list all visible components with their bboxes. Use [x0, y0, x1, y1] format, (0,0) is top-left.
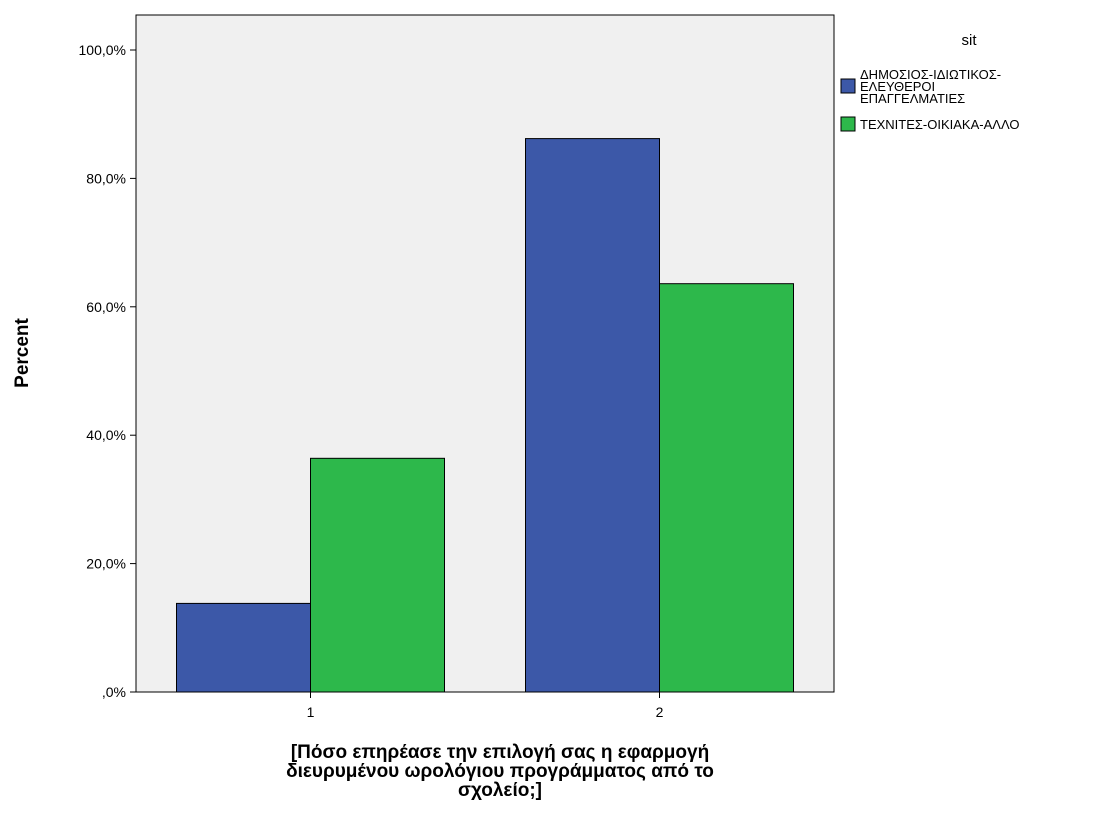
legend-swatch [840, 78, 856, 94]
y-axis: ,0% 20,0% 40,0% 60,0% 80,0% 100,0% [79, 42, 136, 700]
bar [310, 457, 445, 693]
x-axis-title-line: [Πόσο επηρέασε την επιλογή σας η εφαρμογ… [291, 742, 709, 763]
legend-swatch [840, 116, 856, 132]
legend: sit ΔΗΜΟΣΙΟΣ-ΙΔΙΩΤΙΚΟΣ-ΕΛΕΥΘΕΡΟΙ ΕΠΑΓΓΕΛΜ… [840, 32, 1020, 132]
bar [525, 138, 660, 693]
y-tick-label: 80,0% [86, 170, 126, 186]
bars-group [176, 138, 794, 693]
x-tick-label: 2 [656, 704, 664, 720]
x-axis-title: [Πόσο επηρέασε την επιλογή σας η εφαρμογ… [286, 742, 714, 801]
y-axis-title: Percent [12, 317, 33, 387]
y-tick-label: ,0% [102, 684, 126, 700]
y-tick-label: 100,0% [79, 42, 126, 58]
legend-title: sit [962, 32, 978, 49]
y-tick-label: 60,0% [86, 299, 126, 315]
y-tick-label: 40,0% [86, 427, 126, 443]
legend-label: ΤΕΧΝΙΤΕΣ-ΟΙΚΙΑΚΑ-ΑΛΛΟ [860, 117, 1020, 132]
y-tick-label: 20,0% [86, 556, 126, 572]
bar [176, 602, 311, 693]
x-axis-title-line: διευρυμένου ωρολόγιου προγράμματος από τ… [286, 761, 714, 782]
x-axis-title-line: σχολείο;] [458, 780, 542, 801]
legend-label: ΔΗΜΟΣΙΟΣ-ΙΔΙΩΤΙΚΟΣ-ΕΛΕΥΘΕΡΟΙ ΕΠΑΓΓΕΛΜΑΤΙΕ… [860, 67, 1001, 106]
bar [659, 283, 794, 693]
x-tick-label: 1 [307, 704, 315, 720]
